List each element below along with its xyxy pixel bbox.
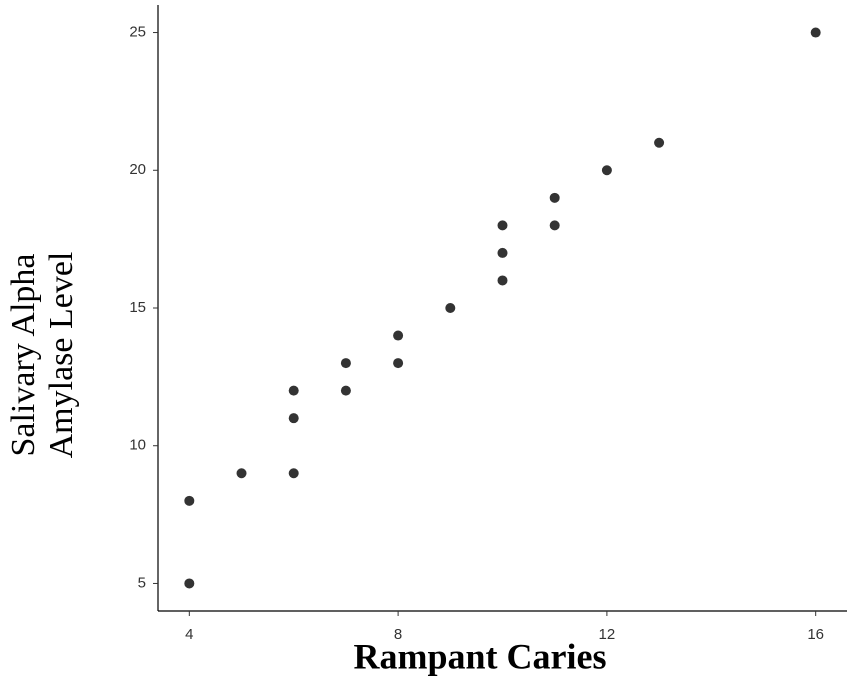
point bbox=[288, 385, 299, 396]
y-tick-label: 25 bbox=[129, 24, 146, 41]
x-axis-label: Rampant Caries bbox=[354, 636, 607, 676]
point bbox=[340, 385, 351, 396]
point bbox=[497, 220, 508, 231]
point bbox=[810, 27, 821, 38]
point bbox=[445, 303, 456, 313]
point bbox=[340, 358, 351, 369]
point bbox=[236, 468, 247, 479]
x-tick-label: 8 bbox=[394, 626, 402, 643]
point bbox=[393, 330, 404, 341]
point bbox=[497, 247, 508, 258]
y-tick-label: 15 bbox=[129, 299, 146, 316]
point bbox=[393, 358, 404, 369]
y-axis-label: Amylase Level bbox=[43, 252, 80, 459]
point bbox=[549, 192, 560, 203]
point bbox=[288, 413, 299, 424]
y-axis-label: Salivary Alpha bbox=[5, 253, 42, 456]
x-tick-label: 16 bbox=[807, 626, 824, 643]
point bbox=[549, 220, 560, 231]
y-tick-label: 5 bbox=[138, 574, 146, 591]
point bbox=[654, 137, 665, 148]
point bbox=[184, 578, 195, 589]
point bbox=[184, 495, 195, 506]
x-tick-label: 12 bbox=[599, 626, 616, 643]
point bbox=[601, 165, 612, 176]
x-tick-label: 4 bbox=[185, 626, 193, 643]
point bbox=[288, 468, 299, 479]
y-tick-label: 20 bbox=[129, 161, 146, 178]
point bbox=[497, 275, 508, 286]
y-tick-label: 10 bbox=[129, 437, 146, 454]
